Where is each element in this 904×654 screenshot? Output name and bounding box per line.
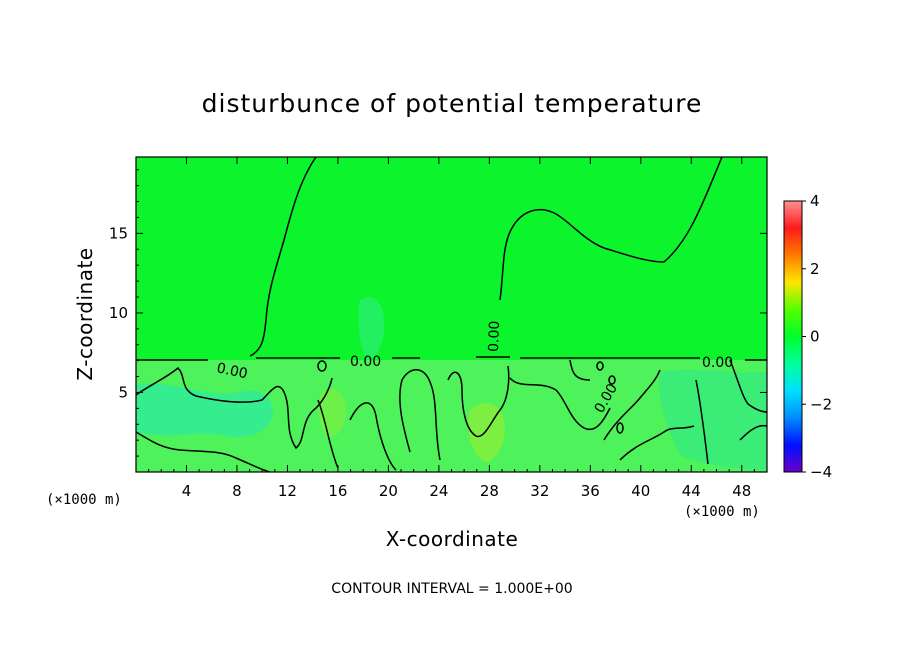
plot-area (136, 157, 767, 472)
chart-title: disturbunce of potential temperature (202, 89, 703, 118)
x-tick-label: 44 (682, 482, 701, 500)
warm-patch-1 (468, 403, 505, 462)
x-tick-label: 12 (278, 482, 297, 500)
contour-closed-2 (596, 361, 604, 371)
colorbar-tick-label: 0 (810, 328, 820, 346)
colorbar-tick-label: −2 (810, 395, 832, 413)
x-ticks: 4 8 12 16 20 24 28 32 36 40 44 48 (148, 157, 755, 500)
y-tick-label: 10 (109, 304, 128, 322)
contour-label: 0.00 (350, 354, 381, 370)
x-unit-right: (×1000 m) (684, 504, 760, 520)
colorbar-tick-label: 2 (810, 260, 820, 278)
x-tick-label: 4 (182, 482, 192, 500)
contour-lines (136, 157, 767, 472)
colorbar-ticks: 4 2 0 −2 −4 (802, 192, 832, 481)
contour-lower-2 (317, 369, 441, 471)
colorbar-tick-label: −4 (810, 463, 832, 481)
x-tick-label: 28 (480, 482, 499, 500)
contour-upper-right (499, 157, 723, 301)
x-unit-left: (×1000 m) (46, 492, 122, 508)
contour-lower-4 (509, 377, 611, 431)
contour-lower-1 (136, 366, 333, 450)
x-tick-label: 36 (581, 482, 600, 500)
x-tick-label: 8 (232, 482, 242, 500)
x-tick-label: 16 (328, 482, 347, 500)
contour-label: 0.00 (215, 360, 249, 382)
x-tick-label: 24 (429, 482, 448, 500)
contour-closed-1 (317, 360, 327, 372)
cool-patch-right (659, 369, 767, 470)
contour-lower-3 (447, 365, 510, 438)
contour-lower-6 (695, 359, 767, 465)
contour-interval-note: CONTOUR INTERVAL = 1.000E+00 (331, 581, 572, 597)
y-axis-label: Z-coordinate (73, 247, 97, 380)
y-ticks: 5 10 15 (109, 169, 767, 457)
x-tick-label: 20 (379, 482, 398, 500)
x-tick-label: 32 (530, 482, 549, 500)
contour-labels: 0.00 0.00 0.00 0.00 0.00 (215, 320, 733, 416)
contour-closed-4 (616, 422, 624, 434)
contour-closed-3 (608, 375, 616, 385)
contour-upper-left (249, 157, 317, 357)
y-tick-label: 5 (118, 383, 128, 401)
contour-lower-7 (136, 424, 767, 472)
contour-label: 0.00 (486, 320, 503, 352)
contour-label: 0.00 (702, 355, 733, 371)
cool-patch-mid (358, 297, 385, 360)
x-tick-label: 40 (631, 482, 650, 500)
contour-boundary (136, 356, 767, 361)
cool-patch-left (136, 383, 273, 438)
contour-lower-5 (569, 359, 695, 461)
x-axis-label: X-coordinate (386, 527, 519, 551)
colorbar-tick-label: 4 (810, 192, 820, 210)
colorbar (783, 200, 803, 473)
x-tick-label: 48 (732, 482, 751, 500)
y-tick-label: 15 (109, 224, 128, 242)
